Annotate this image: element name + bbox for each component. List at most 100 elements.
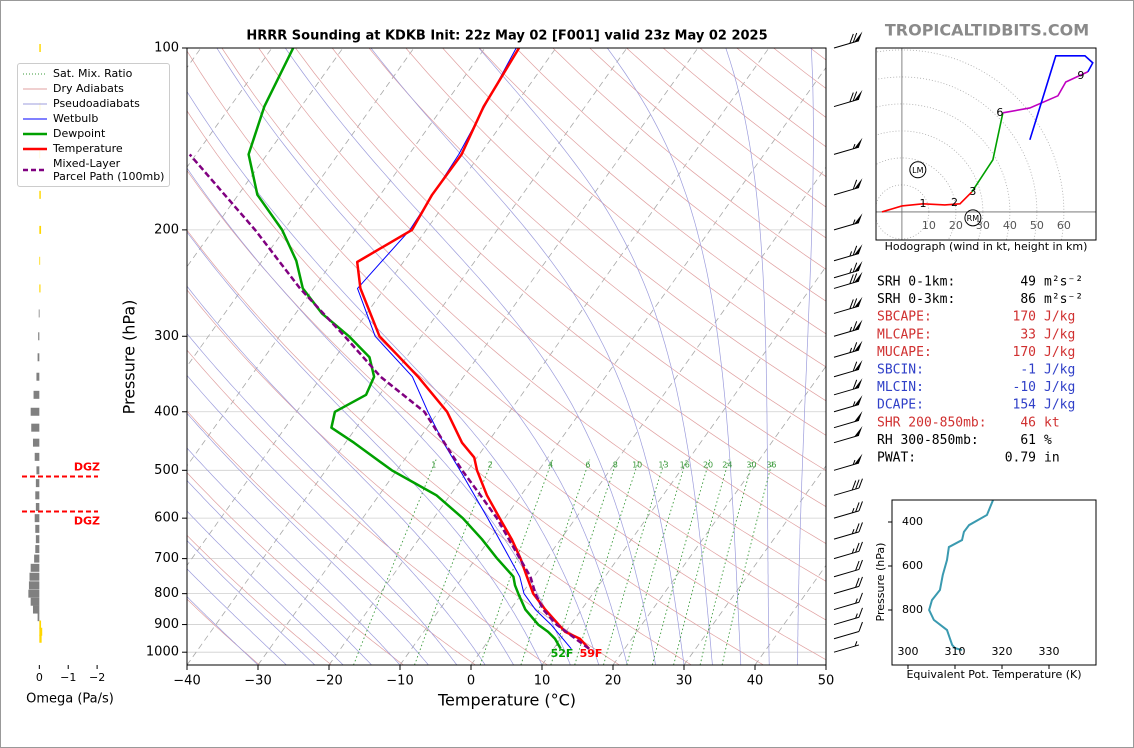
- height-label: 2: [951, 196, 958, 209]
- stat-value: 46: [1020, 415, 1036, 430]
- moist-adiabat: [478, 48, 713, 665]
- moist-adiabat: [187, 285, 514, 665]
- omega-bar: [30, 563, 40, 572]
- y-tick-label: 600: [902, 559, 923, 572]
- stat-label: RH 300-850mb:: [877, 433, 979, 448]
- legend-label: Wetbulb: [53, 112, 99, 125]
- barb-half-feather: [854, 641, 858, 647]
- barb-staff: [833, 462, 860, 471]
- barb-feather: [852, 342, 858, 352]
- omega-bar: [36, 372, 40, 381]
- dry-adiabat: [258, 48, 826, 545]
- barb-flag: [854, 296, 863, 308]
- hodograph-frame: [875, 47, 1097, 241]
- hodograph-trace: [881, 191, 973, 213]
- legend-entry: Sat. Mix. Ratio: [18, 66, 169, 81]
- stat-value: 170: [1013, 345, 1036, 360]
- barb-staff: [833, 419, 860, 429]
- barb-staff: [833, 550, 860, 560]
- moist-adiabat: [187, 447, 401, 665]
- surface-annotation: 59F: [580, 647, 603, 660]
- x-tick-label: −2: [89, 671, 105, 684]
- barb-feather: [858, 592, 863, 603]
- stat-unit: m²s⁻²: [1044, 275, 1083, 290]
- legend-entry: Mixed-Layer Parcel Path (100mb): [18, 156, 169, 184]
- barb-half-feather: [852, 219, 856, 225]
- barb-staff: [833, 630, 860, 640]
- mixing-ratio-label: 4: [548, 461, 553, 470]
- y-tick-label: 800: [902, 603, 923, 616]
- mixing-ratio-label: 2: [488, 461, 493, 470]
- profile-line: [247, 48, 562, 650]
- omega-bar: [31, 423, 40, 432]
- omega-bar: [34, 452, 40, 461]
- barb-half-feather: [852, 459, 856, 465]
- barb-feather: [858, 522, 863, 533]
- wind-barb: [833, 89, 863, 108]
- barb-feather: [849, 299, 854, 309]
- legend-swatch: [23, 103, 47, 104]
- omega-bar: [33, 390, 40, 399]
- y-tick-label: 900: [154, 617, 179, 632]
- moist-adiabat: [187, 90, 600, 665]
- legend-swatch: [23, 132, 47, 135]
- stat-label: SBCAPE:: [877, 310, 932, 325]
- barb-feather: [852, 321, 858, 331]
- barb-staff: [833, 222, 860, 231]
- x-tick-label: −40: [173, 674, 200, 689]
- moist-adiabat: [187, 540, 316, 665]
- moist-adiabat: [187, 333, 486, 665]
- hodograph-trace: [1002, 71, 1089, 114]
- hodograph-caption: Hodograph (wind in kt, height in km): [885, 240, 1088, 253]
- barb-feather: [852, 379, 858, 390]
- stat-unit: J/kg: [1044, 380, 1075, 395]
- legend-swatch: [23, 118, 47, 119]
- barb-flag: [854, 453, 863, 465]
- barb-staff: [833, 568, 860, 578]
- skewt-frame: [186, 47, 827, 666]
- wind-barb: [833, 340, 863, 358]
- dry-adiabat: [405, 48, 826, 402]
- wind-barb: [833, 453, 863, 471]
- dgz-label: DGZ: [74, 461, 100, 474]
- barb-flag: [854, 89, 863, 101]
- mixing-ratio-label: 10: [632, 461, 642, 470]
- barb-flag: [854, 378, 863, 389]
- y-tick-label: 500: [154, 463, 179, 478]
- barb-flag: [854, 244, 863, 255]
- wind-barb: [833, 271, 863, 289]
- barb-staff: [833, 328, 860, 337]
- x-tick-label: 30: [676, 674, 693, 689]
- wind-barb: [833, 261, 863, 279]
- height-label: 9: [1077, 69, 1084, 82]
- stat-label: MUCAPE:: [877, 345, 932, 360]
- barb-flag: [854, 395, 863, 406]
- moist-adiabat: [187, 479, 372, 665]
- x-tick-label: −30: [244, 674, 271, 689]
- legend-entry: Pseudoadiabats: [18, 96, 169, 111]
- storm-motion-label: RM: [967, 214, 980, 223]
- legend-label: Mixed-Layer Parcel Path (100mb): [53, 157, 165, 183]
- y-tick-label: 400: [154, 404, 179, 419]
- stat-unit: in: [1044, 451, 1060, 466]
- mixing-ratio-label: 36: [766, 461, 776, 470]
- dry-adiabat: [187, 598, 260, 665]
- hodograph-trace: [971, 112, 1004, 193]
- barb-feather: [852, 262, 858, 273]
- mixing-ratio-label: 8: [613, 461, 618, 470]
- omega-bar: [39, 620, 42, 629]
- barb-feather: [855, 560, 860, 571]
- wind-barb: [833, 576, 863, 595]
- omega-bar: [34, 554, 40, 563]
- barb-staff: [833, 187, 860, 196]
- stat-label: SRH 0-1km:: [877, 275, 955, 290]
- barb-half-feather: [851, 507, 855, 514]
- mixing-ratio-label: 24: [722, 461, 732, 470]
- dry-adiabat: [187, 534, 332, 665]
- x-tick-label: −20: [315, 674, 342, 689]
- wind-barb: [833, 213, 863, 231]
- barb-feather: [858, 501, 863, 512]
- stat-label: SRH 0-3km:: [877, 292, 955, 307]
- wind-barb: [833, 360, 863, 378]
- legend-swatch: [23, 73, 47, 74]
